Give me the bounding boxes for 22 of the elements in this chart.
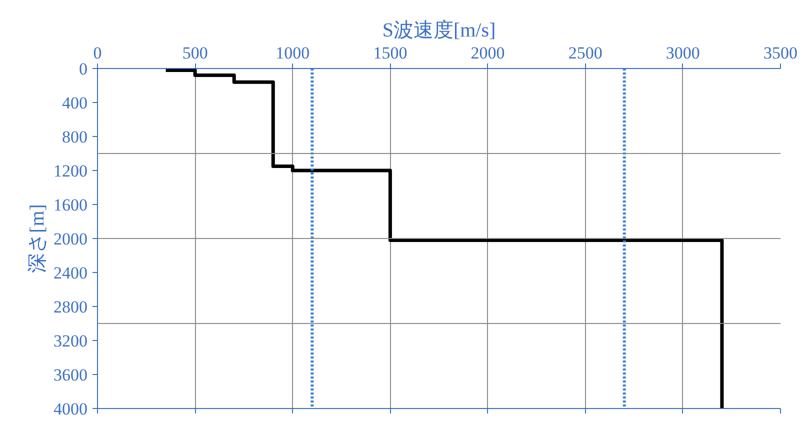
- y-tick-label: 2000: [54, 230, 88, 248]
- x-tick-label: 1000: [276, 44, 310, 62]
- y-tick-label: 400: [62, 94, 88, 112]
- y-tick-label: 3200: [54, 332, 88, 350]
- y-tick-label: 800: [62, 128, 88, 146]
- x-tick-label: 0: [93, 44, 102, 62]
- x-tick-label: 2000: [470, 44, 505, 62]
- x-tick-label: 2500: [568, 44, 602, 62]
- y-axis-title: 深さ[m]: [26, 204, 48, 273]
- y-tick-label: 3600: [54, 366, 88, 384]
- y-tick-label: 1600: [54, 196, 88, 214]
- x-tick-label: 1500: [373, 44, 408, 62]
- x-tick-label: 3000: [666, 44, 700, 62]
- x-tick-label: 500: [182, 44, 208, 62]
- y-tick-label: 0: [79, 60, 88, 78]
- y-tick-label: 2800: [54, 298, 88, 316]
- line-series: [164, 68, 724, 408]
- y-tick-label: 2400: [54, 264, 88, 282]
- x-tick-label: 3500: [764, 44, 798, 62]
- y-tick-label: 4000: [54, 400, 88, 418]
- x-axis-title: S波速度[m/s]: [382, 20, 496, 42]
- y-tick-label: 1200: [54, 162, 88, 180]
